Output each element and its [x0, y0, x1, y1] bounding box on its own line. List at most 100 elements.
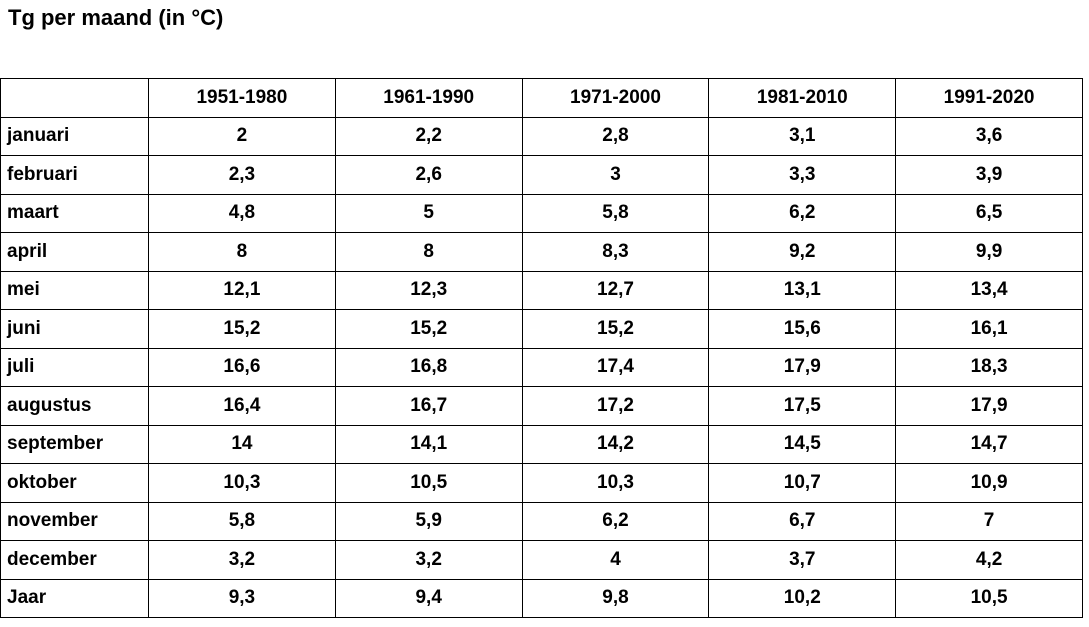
table-row: november 5,8 5,9 6,2 6,7 7 — [0, 501, 1083, 541]
table-cell: 5 — [334, 193, 523, 233]
table-cell: 14,1 — [334, 424, 523, 464]
table-cell: 14,7 — [895, 424, 1083, 464]
table-cell: 14,5 — [708, 424, 897, 464]
row-label: mei — [0, 270, 149, 310]
table-cell: 16,1 — [895, 309, 1083, 349]
table-cell: 13,4 — [895, 270, 1083, 310]
table-body: januari 2 2,2 2,8 3,1 3,6 februari 2,3 2,6 3 3,3 3,… — [0, 116, 1083, 618]
table-cell: 5,8 — [521, 193, 710, 233]
table-cell: 15,2 — [334, 309, 523, 349]
table-cell: 2 — [148, 116, 336, 156]
table-row: december 3,2 3,2 4 3,7 4,2 — [0, 540, 1083, 580]
table-cell: 3,9 — [895, 155, 1083, 195]
table-cell: 6,2 — [521, 501, 710, 541]
table-row: mei 12,1 12,3 12,7 13,1 13,4 — [0, 270, 1083, 310]
table-cell: 17,9 — [895, 386, 1083, 426]
table-cell: 6,2 — [708, 193, 897, 233]
table-cell: 15,2 — [148, 309, 336, 349]
table-row: februari 2,3 2,6 3 3,3 3,9 — [0, 155, 1083, 195]
table-cell: 9,2 — [708, 232, 897, 272]
table-cell: 9,3 — [148, 578, 336, 618]
table-cell: 6,5 — [895, 193, 1083, 233]
row-label: oktober — [0, 463, 149, 503]
table-cell: 10,9 — [895, 463, 1083, 503]
page-title: Tg per maand (in °C) — [8, 5, 224, 30]
row-label: december — [0, 540, 149, 580]
table-cell: 10,5 — [895, 578, 1083, 618]
row-label: augustus — [0, 386, 149, 426]
table-header: 1951-1980 1961-1990 1971-2000 1981-2010 1991… — [0, 78, 1083, 118]
table-cell: 3,1 — [708, 116, 897, 156]
table-cell: 16,4 — [148, 386, 336, 426]
table-row: januari 2 2,2 2,8 3,1 3,6 — [0, 116, 1083, 156]
table-cell: 17,5 — [708, 386, 897, 426]
table-row: Jaar 9,3 9,4 9,8 10,2 10,5 — [0, 578, 1083, 618]
column-header: 1991-2020 — [895, 78, 1083, 118]
table-cell: 2,8 — [521, 116, 710, 156]
table-cell: 16,8 — [334, 347, 523, 387]
table-cell: 8 — [334, 232, 523, 272]
corner-cell — [0, 78, 149, 118]
row-label: februari — [0, 155, 149, 195]
row-label: januari — [0, 116, 149, 156]
table-cell: 15,2 — [521, 309, 710, 349]
table-cell: 16,7 — [334, 386, 523, 426]
table-row: juli 16,6 16,8 17,4 17,9 18,3 — [0, 347, 1083, 387]
row-label: Jaar — [0, 578, 149, 618]
temperature-table: 1951-1980 1961-1990 1971-2000 1981-2010 1991… — [0, 78, 1083, 618]
table-cell: 5,8 — [148, 501, 336, 541]
table-cell: 4 — [521, 540, 710, 580]
table-header-row: 1951-1980 1961-1990 1971-2000 1981-2010 1991… — [0, 78, 1083, 118]
table-cell: 3,3 — [708, 155, 897, 195]
table-cell: 9,9 — [895, 232, 1083, 272]
table-cell: 17,4 — [521, 347, 710, 387]
column-header: 1971-2000 — [521, 78, 710, 118]
table-cell: 15,6 — [708, 309, 897, 349]
table-cell: 3,2 — [334, 540, 523, 580]
table-cell: 12,3 — [334, 270, 523, 310]
table-cell: 3,2 — [148, 540, 336, 580]
table-cell: 10,5 — [334, 463, 523, 503]
table-cell: 3 — [521, 155, 710, 195]
table-cell: 9,4 — [334, 578, 523, 618]
row-label: juli — [0, 347, 149, 387]
column-header: 1951-1980 — [148, 78, 336, 118]
table-cell: 14,2 — [521, 424, 710, 464]
row-label: maart — [0, 193, 149, 233]
table-cell: 16,6 — [148, 347, 336, 387]
table-cell: 12,1 — [148, 270, 336, 310]
row-label: september — [0, 424, 149, 464]
table-cell: 13,1 — [708, 270, 897, 310]
table-row: september 14 14,1 14,2 14,5 14,7 — [0, 424, 1083, 464]
table-cell: 10,2 — [708, 578, 897, 618]
table-cell: 8,3 — [521, 232, 710, 272]
table-row: april 8 8 8,3 9,2 9,9 — [0, 232, 1083, 272]
row-label: april — [0, 232, 149, 272]
table-row: oktober 10,3 10,5 10,3 10,7 10,9 — [0, 463, 1083, 503]
table-cell: 10,7 — [708, 463, 897, 503]
table-cell: 3,7 — [708, 540, 897, 580]
table-cell: 10,3 — [148, 463, 336, 503]
table-row: juni 15,2 15,2 15,2 15,6 16,1 — [0, 309, 1083, 349]
column-header: 1981-2010 — [708, 78, 897, 118]
table-cell: 9,8 — [521, 578, 710, 618]
table-cell: 4,8 — [148, 193, 336, 233]
table-row: maart 4,8 5 5,8 6,2 6,5 — [0, 193, 1083, 233]
row-label: juni — [0, 309, 149, 349]
table-cell: 8 — [148, 232, 336, 272]
row-label: november — [0, 501, 149, 541]
table-cell: 12,7 — [521, 270, 710, 310]
table-cell: 17,2 — [521, 386, 710, 426]
table-cell: 6,7 — [708, 501, 897, 541]
column-header: 1961-1990 — [334, 78, 523, 118]
table-cell: 3,6 — [895, 116, 1083, 156]
table-cell: 14 — [148, 424, 336, 464]
table-cell: 7 — [895, 501, 1083, 541]
table-cell: 17,9 — [708, 347, 897, 387]
table-cell: 4,2 — [895, 540, 1083, 580]
table-cell: 2,6 — [334, 155, 523, 195]
table-cell: 5,9 — [334, 501, 523, 541]
table-cell: 2,3 — [148, 155, 336, 195]
table-cell: 18,3 — [895, 347, 1083, 387]
